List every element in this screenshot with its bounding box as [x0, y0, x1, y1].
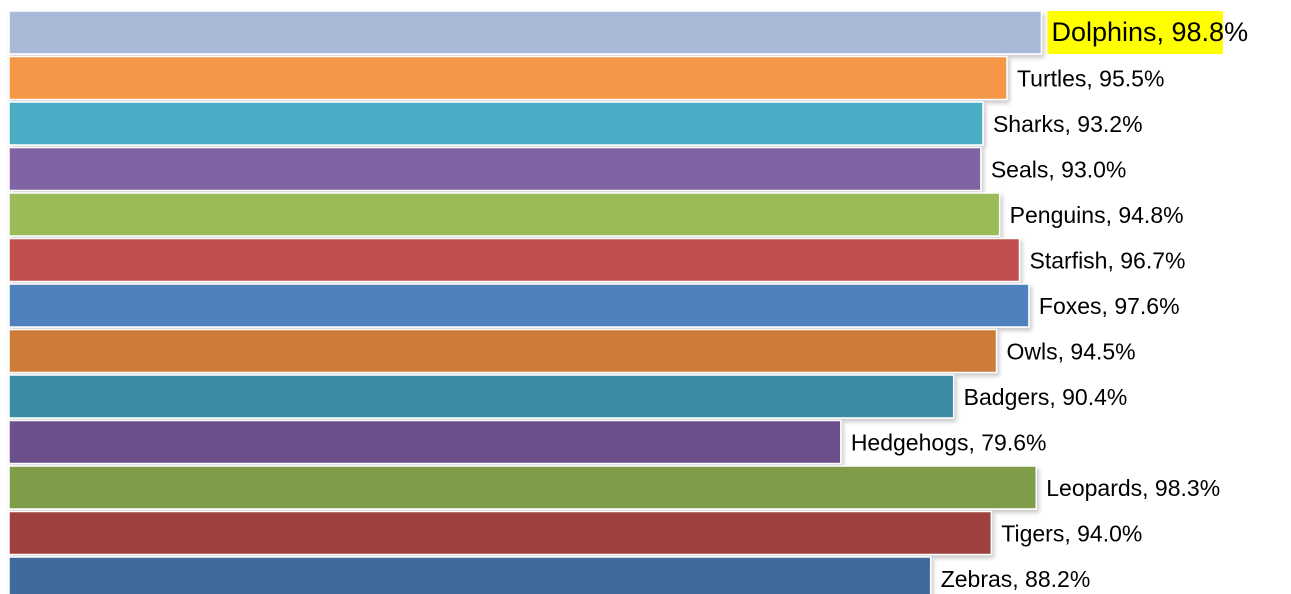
bar-hedgehogs — [8, 419, 842, 465]
bar-owls — [8, 328, 998, 374]
bar-dolphins — [8, 10, 1043, 55]
bars-layer — [8, 10, 1043, 594]
bar-tigers — [8, 510, 993, 556]
data-label-tigers: Tigers, 94.0% — [1001, 520, 1142, 546]
data-label-starfish: Starfish, 96.7% — [1030, 247, 1186, 273]
data-label-foxes: Foxes, 97.6% — [1039, 293, 1180, 319]
data-label-penguins: Penguins, 94.8% — [1010, 202, 1184, 228]
bar-foxes — [8, 283, 1030, 328]
labels-layer: Dolphins, 98.8% Turtles, 95.5% Sharks, 93.… — [851, 11, 1248, 592]
bar-badgers — [8, 374, 955, 419]
data-label-badgers: Badgers, 90.4% — [964, 384, 1128, 410]
bar-sharks — [8, 101, 984, 146]
data-label-sharks: Sharks, 93.2% — [993, 111, 1143, 137]
data-label-zebras: Zebras, 88.2% — [941, 566, 1091, 592]
bar-penguins — [8, 192, 1001, 237]
bar-starfish — [8, 237, 1021, 283]
bar-seals — [8, 146, 982, 192]
data-label-turtles: Turtles, 95.5% — [1017, 65, 1164, 91]
bar-zebras — [8, 556, 932, 594]
bar-leopards — [8, 465, 1037, 510]
data-label-dolphins: Dolphins, 98.8% — [1051, 17, 1248, 47]
data-label-hedgehogs: Hedgehogs, 79.6% — [851, 429, 1047, 455]
highlight-box — [1047, 11, 1223, 54]
data-label-leopards: Leopards, 98.3% — [1046, 475, 1220, 501]
data-label-seals: Seals, 93.0% — [991, 156, 1127, 182]
bar-turtles — [8, 55, 1008, 101]
data-label-owls: Owls, 94.5% — [1007, 338, 1136, 364]
